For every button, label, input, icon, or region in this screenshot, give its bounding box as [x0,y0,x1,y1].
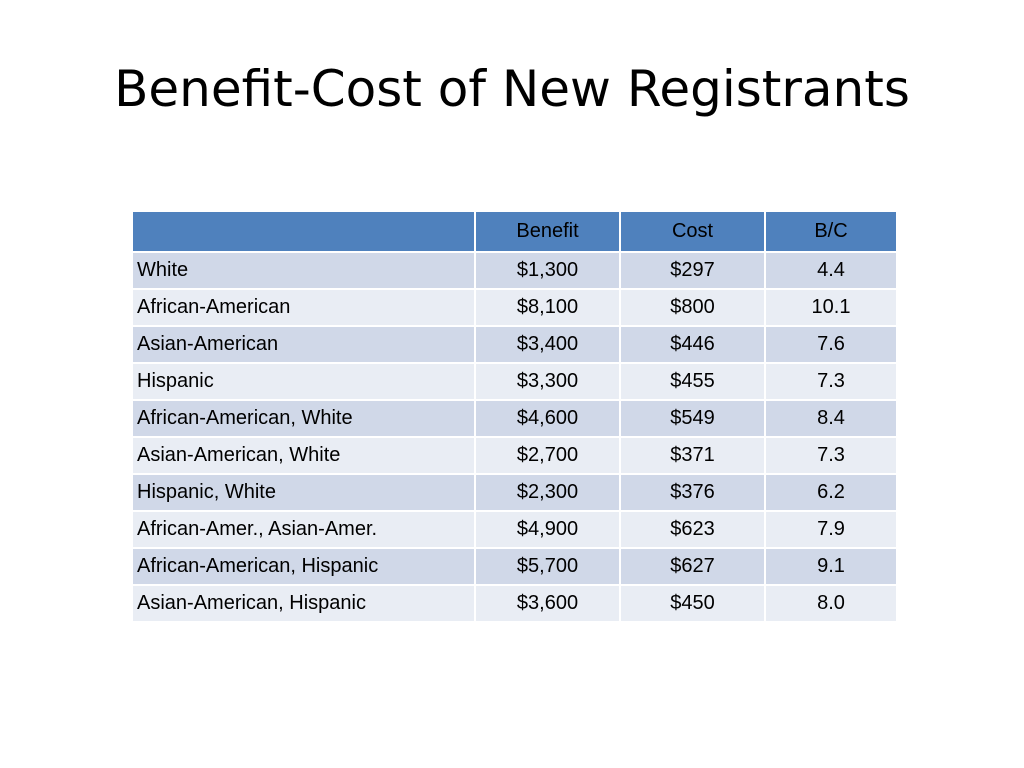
row-benefit: $3,400 [474,325,621,364]
row-benefit: $8,100 [474,288,621,327]
row-benefit: $2,300 [474,473,621,512]
row-bc: 10.1 [764,288,898,327]
table-row: African-Amer., Asian-Amer. $4,900 $623 7… [131,510,898,549]
row-bc: 7.3 [764,436,898,475]
header-bc: B/C [764,210,898,253]
table-row: Asian-American $3,400 $446 7.6 [131,325,898,364]
row-bc: 7.6 [764,325,898,364]
row-cost: $376 [619,473,766,512]
header-group [131,210,476,253]
row-group-label: Hispanic [131,362,476,401]
row-cost: $627 [619,547,766,586]
header-cost: Cost [619,210,766,253]
benefit-cost-table: Benefit Cost B/C White $1,300 $297 4.4 A… [131,210,898,623]
table-row: African-American $8,100 $800 10.1 [131,288,898,327]
row-group-label: White [131,251,476,290]
row-bc: 7.9 [764,510,898,549]
row-benefit: $3,600 [474,584,621,623]
row-bc: 9.1 [764,547,898,586]
row-bc: 8.0 [764,584,898,623]
table-row: Asian-American, White $2,700 $371 7.3 [131,436,898,475]
benefit-cost-table-container: Benefit Cost B/C White $1,300 $297 4.4 A… [131,210,898,623]
row-group-label: African-Amer., Asian-Amer. [131,510,476,549]
row-group-label: Asian-American [131,325,476,364]
table-header-row: Benefit Cost B/C [131,210,898,253]
row-group-label: Asian-American, Hispanic [131,584,476,623]
row-benefit: $1,300 [474,251,621,290]
row-cost: $623 [619,510,766,549]
row-bc: 8.4 [764,399,898,438]
row-cost: $549 [619,399,766,438]
row-group-label: African-American, Hispanic [131,547,476,586]
row-cost: $800 [619,288,766,327]
row-cost: $446 [619,325,766,364]
row-cost: $450 [619,584,766,623]
table-row: Hispanic $3,300 $455 7.3 [131,362,898,401]
header-benefit: Benefit [474,210,621,253]
row-bc: 4.4 [764,251,898,290]
row-benefit: $3,300 [474,362,621,401]
table-row: Asian-American, Hispanic $3,600 $450 8.0 [131,584,898,623]
row-group-label: Asian-American, White [131,436,476,475]
table-row: African-American, White $4,600 $549 8.4 [131,399,898,438]
row-cost: $371 [619,436,766,475]
row-benefit: $2,700 [474,436,621,475]
row-benefit: $5,700 [474,547,621,586]
slide-title: Benefit-Cost of New Registrants [114,60,910,118]
row-group-label: Hispanic, White [131,473,476,512]
row-benefit: $4,600 [474,399,621,438]
row-group-label: African-American, White [131,399,476,438]
table-row: Hispanic, White $2,300 $376 6.2 [131,473,898,512]
table-row: African-American, Hispanic $5,700 $627 9… [131,547,898,586]
row-cost: $297 [619,251,766,290]
row-cost: $455 [619,362,766,401]
table-row: White $1,300 $297 4.4 [131,251,898,290]
row-bc: 6.2 [764,473,898,512]
row-group-label: African-American [131,288,476,327]
row-benefit: $4,900 [474,510,621,549]
row-bc: 7.3 [764,362,898,401]
